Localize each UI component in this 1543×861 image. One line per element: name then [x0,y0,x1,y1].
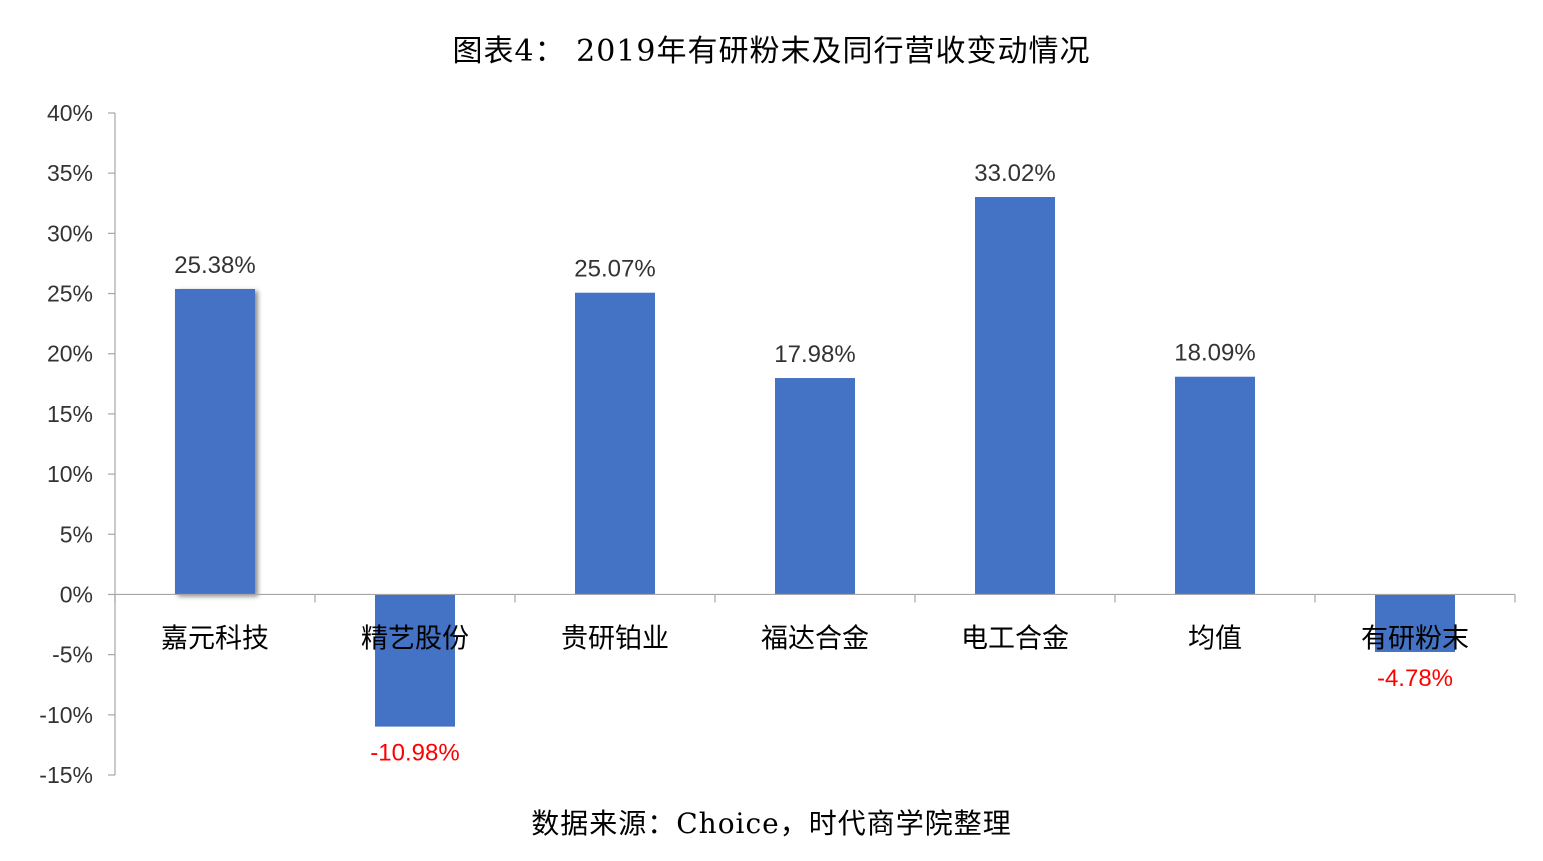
bar [1175,376,1255,595]
y-tick-label: 15% [47,401,93,427]
data-labels: 25.38% -10.98% 25.07% 17.98% 33.02% 18.09% -4.… [174,160,1453,767]
y-tick-label: 20% [47,341,93,367]
category-label: 电工合金 [961,623,1069,654]
y-tick-label: 40% [47,100,93,126]
chart-source: 数据来源：Choice，时代商学院整理 [531,807,1012,840]
data-label: 25.38% [174,252,255,279]
y-tick-label: 30% [47,220,93,246]
y-tick-label: 5% [60,521,93,547]
data-label: 17.98% [774,341,855,368]
bar [775,378,855,595]
chart-title: 图表4： 2019年有研粉末及同行营收变动情况 [452,34,1091,69]
y-axis: 40% 35% 30% 25% 20% 15% 10% 5% 0% -5% -10% -15% [39,100,116,788]
bar [175,288,255,595]
y-tick-label: -10% [39,702,93,728]
data-label: 25.07% [574,256,655,283]
data-label: 18.09% [1174,340,1255,367]
category-label: 贵研铂业 [561,623,669,654]
y-tick-label: 10% [47,461,93,487]
bar [575,292,655,595]
category-label: 嘉元科技 [161,623,269,654]
data-label: 33.02% [974,160,1055,187]
x-axis [114,593,1516,603]
y-tick-label: -5% [52,642,93,668]
y-tick-label: -15% [39,762,93,788]
category-label: 有研粉末 [1361,623,1469,654]
bar [975,197,1055,595]
category-label: 精艺股份 [361,623,469,654]
bar [1375,594,1455,652]
y-tick-label: 35% [47,160,93,186]
y-tick-label: 0% [60,581,93,607]
bar [375,594,455,727]
data-label: -4.78% [1377,665,1453,692]
category-label: 福达合金 [761,623,869,654]
y-tick-label: 25% [47,281,93,307]
category-labels: 嘉元科技 精艺股份 贵研铂业 福达合金 电工合金 均值 有研粉末 [161,623,1469,654]
category-label: 均值 [1188,623,1242,654]
data-label: -10.98% [370,740,459,767]
bars [175,197,1455,727]
